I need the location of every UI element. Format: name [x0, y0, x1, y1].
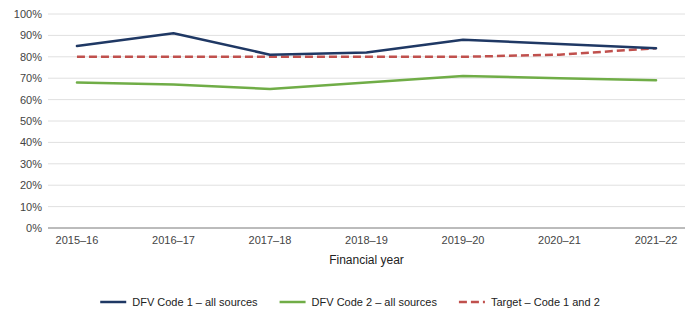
y-tick-label: 60%: [20, 94, 42, 106]
y-tick-label: 80%: [20, 51, 42, 63]
grid-line: [48, 142, 685, 143]
x-tick-label: 2021–22: [635, 234, 678, 246]
x-tick-label: 2020–21: [538, 234, 581, 246]
grid-line: [48, 99, 685, 100]
series-line: [77, 33, 656, 54]
x-tick-label: 2019–20: [442, 234, 485, 246]
legend-label: Target – Code 1 and 2: [491, 296, 600, 308]
grid-line: [48, 228, 685, 229]
grid-line: [48, 206, 685, 207]
legend-swatch: [459, 301, 485, 304]
grid-line: [48, 14, 685, 15]
y-tick-label: 40%: [20, 136, 42, 148]
legend-item: DFV Code 1 – all sources: [100, 296, 258, 308]
y-tick-label: 0%: [26, 222, 42, 234]
x-axis-label: Financial year: [329, 253, 404, 267]
x-axis: 2015–16 2016–17 2017–18 2018–19 2019–20 2020–…: [48, 228, 685, 267]
y-axis: 0% 10% 20% 30% 40% 50% 60% 70% 80% 90% 100%: [14, 8, 685, 234]
legend-item: Target – Code 1 and 2: [459, 296, 600, 308]
legend-swatch: [100, 301, 126, 304]
x-tick-label: 2018–19: [345, 234, 388, 246]
legend-swatch: [280, 301, 306, 304]
y-tick-label: 70%: [20, 72, 42, 84]
lines: [77, 33, 656, 89]
grid-line: [48, 163, 685, 164]
x-axis-line: [48, 228, 685, 229]
x-tick-label: 2015–16: [56, 234, 99, 246]
x-tick-label: 2017–18: [249, 234, 292, 246]
y-tick-label: 100%: [14, 8, 42, 20]
y-tick-label: 10%: [20, 201, 42, 213]
legend: DFV Code 1 – all sources DFV Code 2 – all…: [100, 296, 600, 308]
y-tick-label: 30%: [20, 158, 42, 170]
grid-line: [48, 121, 685, 122]
series-line: [77, 76, 656, 89]
x-tick-label: 2016–17: [152, 234, 195, 246]
grid-line: [48, 185, 685, 186]
legend-item: DFV Code 2 – all sources: [280, 296, 438, 308]
y-tick-label: 90%: [20, 29, 42, 41]
y-tick-label: 50%: [20, 115, 42, 127]
y-tick-label: 20%: [20, 179, 42, 191]
grid-line: [48, 35, 685, 36]
legend-label: DFV Code 1 – all sources: [132, 296, 258, 308]
legend-label: DFV Code 2 – all sources: [312, 296, 438, 308]
chart: 0% 10% 20% 30% 40% 50% 60% 70% 80% 90% 100% 2015–16…: [0, 0, 700, 318]
